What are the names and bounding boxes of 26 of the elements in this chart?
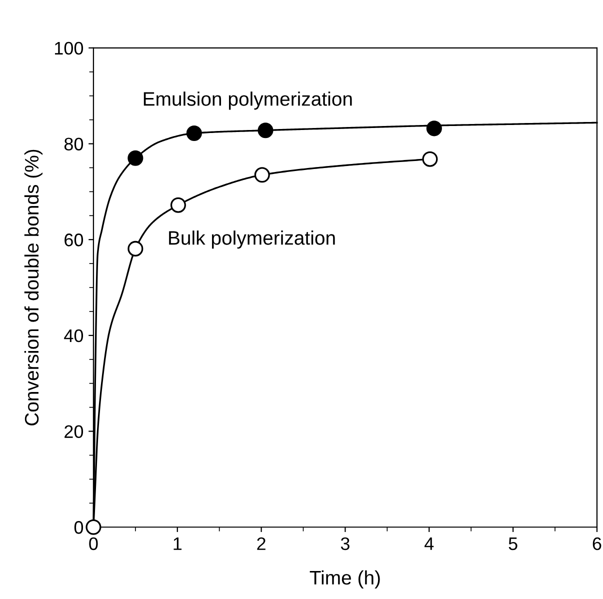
- point: [254, 167, 270, 183]
- x-tick-label: 5: [508, 538, 518, 550]
- x-tick-label: 6: [592, 537, 602, 550]
- point: [128, 240, 144, 256]
- point: [186, 125, 202, 141]
- x-tick-label: 3: [340, 537, 350, 550]
- y-tick-label: 80: [64, 138, 84, 150]
- point: [258, 122, 274, 138]
- y-axis-title: Conversion of double bonds (%): [24, 150, 42, 426]
- y-tick-label: 60: [64, 234, 84, 246]
- x-tick-label: 4: [424, 538, 434, 550]
- point: [170, 197, 186, 213]
- y-tick-label: 20: [64, 425, 84, 438]
- point: [86, 519, 102, 535]
- point: [128, 150, 144, 166]
- y-tick-label: 0: [74, 521, 84, 534]
- annotation: Bulk polymerization: [169, 230, 335, 249]
- annotation: Emulsion polymerization: [144, 92, 352, 110]
- y-tick-label: 40: [64, 329, 84, 342]
- x-tick-label: 0: [89, 537, 98, 550]
- x-tick-label: 2: [257, 537, 266, 550]
- x-axis-title: Time (h): [310, 570, 380, 588]
- x-tick-label: 1: [174, 538, 182, 550]
- point: [422, 151, 438, 167]
- y-tick-label: 100: [55, 42, 84, 55]
- point: [426, 120, 442, 136]
